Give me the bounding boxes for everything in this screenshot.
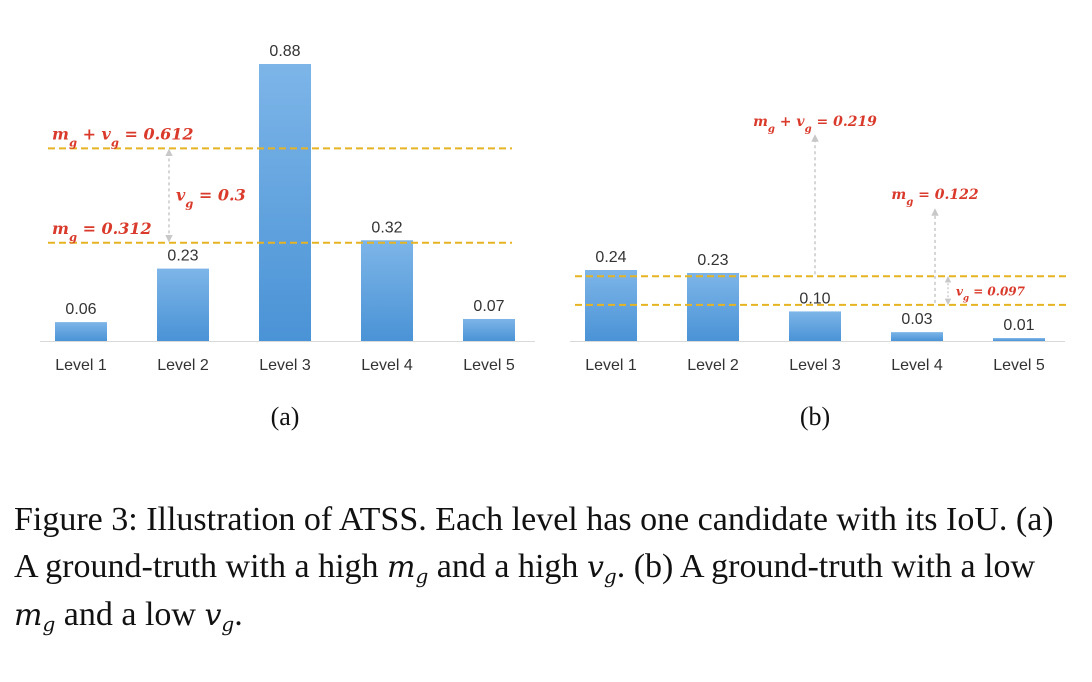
- x-tick-label: Level 3: [259, 357, 311, 374]
- caption-mid1: and a high: [436, 548, 579, 585]
- x-tick-label: Level 4: [891, 357, 943, 374]
- figure-caption: Figure 3: Illustration of ATSS. Each lev…: [14, 496, 1082, 639]
- x-tick-label: Level 1: [585, 357, 637, 374]
- bar-value-label: 0.32: [371, 219, 402, 236]
- bar-value-label: 0.10: [799, 290, 830, 307]
- panel-label: (b): [800, 402, 830, 431]
- chart-panel-a: 0.06 Level 1 0.23 Level 2 0.88 Level 3 0.32 Lev…: [40, 43, 535, 431]
- caption-mid2: . (b) A ground-truth with a low: [616, 548, 1036, 585]
- threshold-label-mean: mg = 0.122: [891, 187, 978, 208]
- caption-mid3: and a low: [63, 596, 196, 633]
- caption-prefix: Figure 3: Illustration of ATSS. Each lev…: [14, 501, 1054, 585]
- x-tick-label: Level 3: [789, 357, 841, 374]
- bar-level-2: [687, 272, 739, 341]
- bar-value-label: 0.06: [65, 301, 96, 318]
- bar-value-label: 0.07: [473, 298, 504, 315]
- bar-level-3: [789, 311, 841, 341]
- chart-panel-b: 0.24 Level 1 0.23 Level 2 0.10 Level 3 0.03 Lev…: [570, 114, 1068, 431]
- x-tick-label: Level 5: [993, 357, 1045, 374]
- panel-label: (a): [271, 402, 300, 431]
- x-tick-label: Level 2: [687, 357, 739, 374]
- bar-level-5: [463, 318, 515, 341]
- caption-v-symbol-2: vg: [204, 598, 235, 636]
- bar-level-2: [157, 268, 209, 341]
- bar-value-label: 0.01: [1003, 317, 1034, 334]
- bar-level-4: [891, 332, 943, 341]
- bar-level-3: [259, 64, 311, 341]
- figure-charts: 0.06 Level 1 0.23 Level 2 0.88 Level 3 0.32 Lev…: [40, 43, 1068, 431]
- threshold-label-mean-plus-std: mg + vg = 0.612: [52, 124, 194, 149]
- threshold-label-mean: mg = 0.312: [52, 219, 152, 244]
- caption-m-symbol-2: mg: [14, 598, 56, 636]
- x-tick-label: Level 5: [463, 357, 515, 374]
- bar-value-label: 0.03: [901, 311, 932, 328]
- bar-value-label: 0.23: [167, 248, 198, 265]
- gap-annotation-label: vg = 0.097: [956, 285, 1026, 304]
- caption-m-symbol: mg: [387, 550, 429, 588]
- x-tick-label: Level 1: [55, 357, 107, 374]
- threshold-label-mean-plus-std: mg + vg = 0.219: [753, 114, 877, 135]
- bar-level-4: [361, 240, 413, 341]
- x-tick-label: Level 2: [157, 357, 209, 374]
- bar-value-label: 0.23: [697, 252, 728, 269]
- bar-value-label: 0.24: [595, 249, 626, 266]
- caption-v-symbol: vg: [586, 550, 617, 588]
- bar-level-5: [993, 338, 1045, 341]
- gap-annotation-label: vg = 0.3: [176, 186, 246, 211]
- x-tick-label: Level 4: [361, 357, 413, 374]
- bar-level-1: [55, 322, 107, 341]
- bar-value-label: 0.88: [269, 43, 300, 60]
- caption-end: .: [234, 596, 243, 633]
